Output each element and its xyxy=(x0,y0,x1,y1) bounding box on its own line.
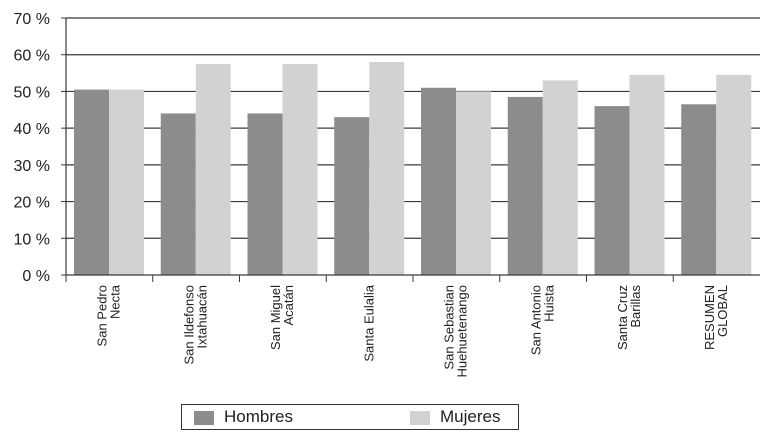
y-tick-label: 60 % xyxy=(14,48,50,65)
x-tick-label-line: San Miguel xyxy=(268,285,283,350)
x-tick-label-line: San Ildefonso xyxy=(181,285,196,365)
x-tick-label-line: Huista xyxy=(541,284,556,322)
x-tick-label-line: Necta xyxy=(108,284,123,319)
x-tick-label-line: RESUMEN xyxy=(702,285,717,350)
bar-hombres xyxy=(421,87,456,275)
x-tick-label-line: GLOBAL xyxy=(715,285,730,337)
legend: Hombres Mujeres xyxy=(181,404,519,430)
x-tick-label-line: San Antonio xyxy=(528,285,543,355)
bar-mujeres xyxy=(456,91,491,275)
y-tick-label: 20 % xyxy=(14,195,50,212)
bar-hombres xyxy=(247,113,283,275)
legend-swatch-hombres xyxy=(194,411,214,425)
bar-mujeres xyxy=(282,63,318,276)
bar-mujeres xyxy=(716,74,752,276)
y-tick-label: 70 % xyxy=(14,11,50,28)
y-tick-label: 0 % xyxy=(22,268,50,285)
legend-label-hombres: Hombres xyxy=(224,407,293,426)
bar-hombres xyxy=(507,96,543,275)
x-tick-label-line: Santa Eulalia xyxy=(361,284,376,361)
legend-swatch-mujeres xyxy=(410,411,430,425)
x-tick-label: San MiguelAcatán xyxy=(268,285,296,350)
x-tick-label: San SebastianHuehuetenango xyxy=(442,285,470,378)
x-tick-label: Santa CruzBarillas xyxy=(615,285,643,351)
x-tick-label-line: Barillas xyxy=(628,285,643,328)
bar-mujeres xyxy=(195,63,231,276)
bar-mujeres xyxy=(629,74,665,276)
x-tick-label: Santa Eulalia xyxy=(361,284,376,361)
x-tick-label: San PedroNecta xyxy=(95,284,123,346)
y-tick-label: 40 % xyxy=(14,121,50,138)
bar-hombres xyxy=(681,104,717,276)
legend-label-mujeres: Mujeres xyxy=(440,407,501,426)
bar-hombres xyxy=(334,117,370,275)
x-tick-label-line: Huehuetenango xyxy=(455,285,470,378)
x-tick-label-line: San Pedro xyxy=(95,285,110,346)
bar-hombres xyxy=(594,106,630,275)
x-tick-label-line: San Sebastian xyxy=(442,285,457,370)
y-tick-label: 30 % xyxy=(14,158,50,175)
bar-mujeres xyxy=(542,80,578,276)
bar-hombres xyxy=(74,89,109,275)
bar-mujeres xyxy=(369,62,405,275)
x-tick-label: San IldefonsoIxtahuacán xyxy=(181,285,209,365)
x-tick-label: RESUMENGLOBAL xyxy=(702,285,730,350)
y-tick-label: 10 % xyxy=(14,231,50,248)
x-tick-label-line: Santa Cruz xyxy=(615,285,630,350)
x-tick-label: San AntonioHuista xyxy=(528,284,556,355)
y-tick-label: 50 % xyxy=(14,84,50,101)
bar-hombres xyxy=(160,113,196,275)
bar-mujeres xyxy=(109,89,144,275)
x-tick-label-line: Ixtahuacán xyxy=(194,285,209,349)
x-tick-label-line: Acatán xyxy=(281,285,296,325)
